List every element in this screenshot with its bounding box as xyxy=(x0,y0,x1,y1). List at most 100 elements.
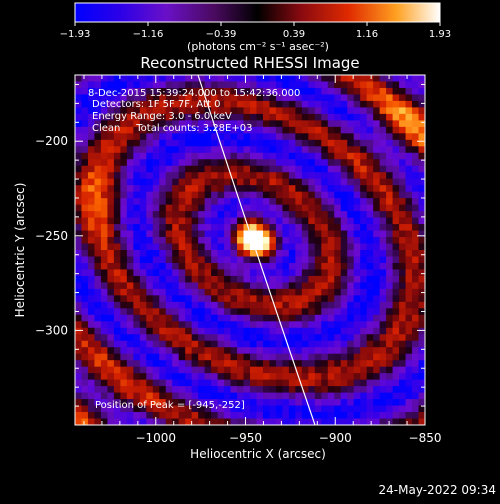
heatmap-cell xyxy=(308,133,316,141)
heatmap-cell xyxy=(275,418,283,425)
heatmap-cell xyxy=(126,139,134,147)
heatmap-cell xyxy=(386,314,393,322)
heatmap-cell xyxy=(237,262,244,270)
heatmap-cell xyxy=(204,379,212,387)
heatmap-cell xyxy=(204,321,212,329)
heatmap-cell xyxy=(373,146,381,154)
heatmap-cell xyxy=(172,405,180,413)
heatmap-cell xyxy=(159,152,167,160)
heatmap-cell xyxy=(353,94,361,102)
heatmap-cell xyxy=(126,308,134,316)
heatmap-cell xyxy=(262,256,270,264)
heatmap-cell xyxy=(301,282,309,290)
heatmap-cell xyxy=(418,405,425,413)
heatmap-cell xyxy=(360,191,368,199)
heatmap-cell xyxy=(211,100,218,108)
heatmap-cell xyxy=(373,139,381,147)
heatmap-cell xyxy=(250,198,257,206)
heatmap-cell xyxy=(224,224,231,231)
heatmap-cell xyxy=(262,178,270,186)
heatmap-cell xyxy=(126,211,134,218)
heatmap-cell xyxy=(288,250,296,257)
heatmap-cell xyxy=(295,288,303,296)
heatmap-cell xyxy=(75,172,82,180)
heatmap-cell xyxy=(301,126,309,134)
heatmap-cell xyxy=(133,178,141,186)
heatmap-cell xyxy=(237,139,244,147)
heatmap-cell xyxy=(262,126,270,134)
heatmap-cell xyxy=(133,224,141,231)
heatmap-cell xyxy=(340,418,348,425)
heatmap-cell xyxy=(185,146,193,154)
heatmap-cell xyxy=(230,185,238,193)
heatmap-cell xyxy=(250,120,257,128)
heatmap-cell xyxy=(353,243,361,251)
heatmap-cell xyxy=(185,198,193,206)
heatmap-cell xyxy=(120,262,128,270)
heatmap-cell xyxy=(94,107,102,115)
heatmap-cell xyxy=(107,211,115,218)
heatmap-cell xyxy=(412,418,419,425)
heatmap-cell xyxy=(327,178,335,186)
heatmap-cell xyxy=(334,392,342,400)
heatmap-cell xyxy=(250,107,257,115)
heatmap-cell xyxy=(126,295,134,303)
heatmap-cell xyxy=(243,250,251,257)
heatmap-cell xyxy=(75,87,82,95)
heatmap-cell xyxy=(185,321,193,329)
heatmap-cell xyxy=(301,360,309,368)
heatmap-cell xyxy=(185,288,193,296)
heatmap-cell xyxy=(275,100,283,108)
heatmap-cell xyxy=(353,386,361,393)
heatmap-cell xyxy=(392,172,400,180)
heatmap-cell xyxy=(159,100,167,108)
heatmap-cell xyxy=(269,412,277,419)
heatmap-cell xyxy=(314,191,322,199)
heatmap-cell xyxy=(107,113,115,121)
heatmap-cell xyxy=(94,399,102,406)
heatmap-cell xyxy=(405,237,413,244)
heatmap-cell xyxy=(334,269,342,277)
heatmap-cell xyxy=(133,418,141,425)
heatmap-cell xyxy=(107,314,115,322)
heatmap-cell xyxy=(172,347,180,355)
heatmap-cell xyxy=(100,120,108,128)
heatmap-cell xyxy=(405,321,413,329)
heatmap-cell xyxy=(340,288,348,296)
heatmap-cell xyxy=(159,347,167,355)
heatmap-cell xyxy=(87,327,95,335)
heatmap-cell xyxy=(198,399,206,406)
heatmap-cell xyxy=(250,399,257,406)
heatmap-cell xyxy=(172,360,180,368)
heatmap-cell xyxy=(379,340,387,348)
heatmap-cell xyxy=(230,347,238,355)
heatmap-cell xyxy=(301,353,309,361)
heatmap-cell xyxy=(87,217,95,225)
heatmap-cell xyxy=(334,405,342,413)
heatmap-cell xyxy=(405,347,413,355)
heatmap-cell xyxy=(230,107,238,115)
heatmap-cell xyxy=(185,191,193,199)
heatmap-cell xyxy=(386,353,393,361)
heatmap-cell xyxy=(81,217,89,225)
heatmap-cell xyxy=(159,360,167,368)
heatmap-cell xyxy=(211,347,218,355)
heatmap-cell xyxy=(185,392,193,400)
heatmap-cell xyxy=(165,399,173,406)
heatmap-cell xyxy=(185,217,193,225)
heatmap-cell xyxy=(373,314,381,322)
annotation-detectors: Detectors: 1F 5F 7F, Att 0 xyxy=(92,99,220,110)
heatmap-cell xyxy=(100,327,108,335)
heatmap-cell xyxy=(198,113,206,121)
heatmap-cell xyxy=(75,327,82,335)
heatmap-cell xyxy=(366,224,374,231)
heatmap-cell xyxy=(301,81,309,89)
heatmap-cell xyxy=(139,217,147,225)
heatmap-cell xyxy=(412,243,419,251)
heatmap-cell xyxy=(133,230,141,238)
heatmap-cell xyxy=(334,159,342,167)
heatmap-cell xyxy=(198,321,206,329)
heatmap-cell xyxy=(256,230,264,238)
heatmap-cell xyxy=(334,107,342,115)
heatmap-cell xyxy=(288,243,296,251)
